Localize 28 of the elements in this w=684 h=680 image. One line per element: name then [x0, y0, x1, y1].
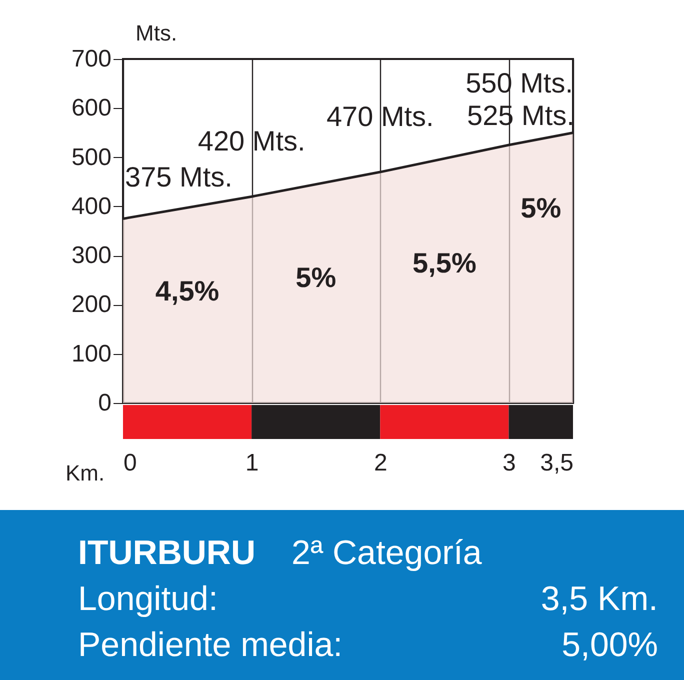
- x-tick-label: 2: [374, 450, 388, 476]
- annotation: 4,5%: [155, 275, 220, 306]
- y-tick-label: 300: [71, 242, 112, 270]
- x-tick-label: 0: [124, 450, 137, 476]
- annotation: 5%: [296, 262, 336, 294]
- x-tick-label: 3,5: [540, 450, 574, 476]
- annotation: 375 Mts.: [125, 162, 232, 193]
- annotation: 470 Mts.: [326, 101, 434, 132]
- x-tick-label: 3: [502, 450, 516, 476]
- text: 5,00%: [562, 625, 658, 666]
- text: Longitud:: [78, 579, 218, 620]
- y-tick-label: 0: [98, 390, 112, 416]
- y-tick-label: 700: [71, 46, 112, 72]
- text: Pendiente media:: [78, 625, 343, 666]
- x-axis-title: Km.: [66, 460, 105, 486]
- annotation: 5,5%: [412, 247, 476, 278]
- annotation: 420 Mts.: [198, 126, 306, 157]
- y-tick-label: 200: [71, 291, 112, 318]
- y-axis-title: Mts.: [136, 20, 178, 46]
- y-tick-label: 100: [71, 340, 112, 368]
- x-tick-label: 1: [245, 450, 259, 476]
- y-tick-label: 600: [71, 94, 112, 122]
- text: 2ª Categoría: [292, 534, 482, 572]
- y-tick-label: 400: [71, 192, 112, 220]
- annotation: 5%: [520, 192, 562, 224]
- text: 3,5 Km.: [540, 579, 658, 620]
- y-tick-label: 500: [71, 144, 112, 171]
- text: ITURBURU: [78, 534, 256, 572]
